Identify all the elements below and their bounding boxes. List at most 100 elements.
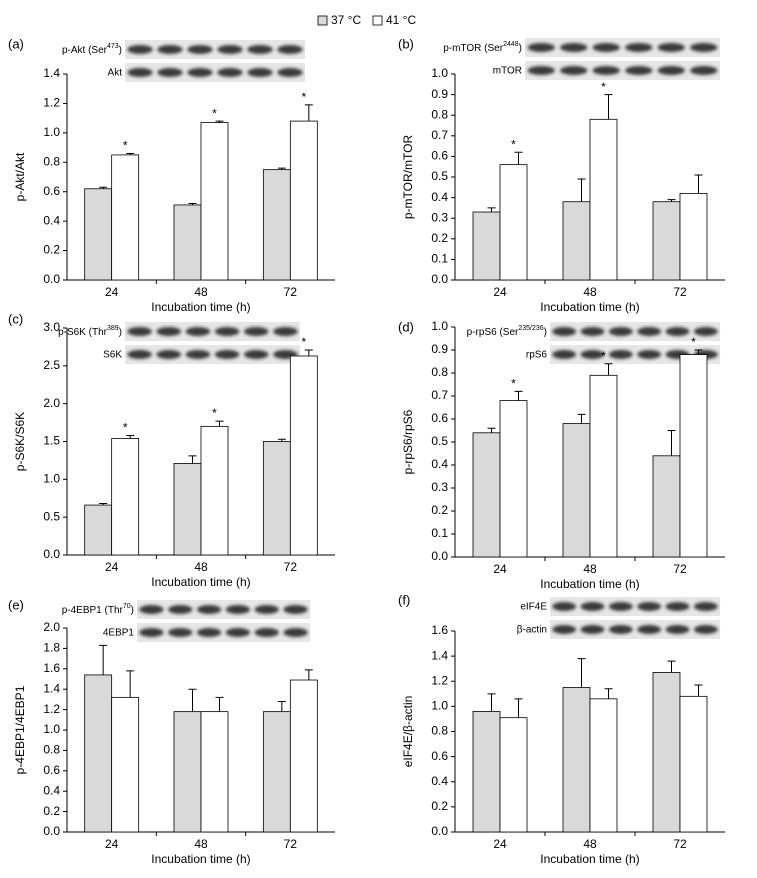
blot-strip	[525, 38, 720, 57]
blot-strip	[525, 61, 720, 80]
y-tick-label: 1.4	[43, 66, 60, 80]
bar	[589, 374, 618, 558]
blot-band	[214, 350, 240, 359]
bar	[84, 188, 113, 281]
bar	[589, 698, 618, 833]
x-tick-label: 48	[583, 837, 597, 851]
bar	[111, 696, 140, 833]
y-tick-label: 0.8	[431, 724, 448, 738]
blot-band	[637, 625, 662, 634]
blot-band	[592, 66, 620, 75]
blot-label-sup: 2448	[503, 41, 519, 48]
error-bar	[304, 349, 313, 356]
blot-band	[608, 602, 633, 611]
bar	[472, 432, 501, 558]
bar	[262, 169, 291, 281]
y-axis-title: p-S6K/S6K	[13, 412, 27, 471]
error-bar	[215, 120, 224, 123]
error-bar	[99, 644, 108, 675]
blot-label: mTOR	[493, 66, 522, 77]
error-bar	[514, 390, 523, 401]
blot-label-sup: 473	[107, 43, 119, 50]
blot-strip	[137, 623, 310, 642]
blot-band	[552, 327, 577, 336]
error-bar	[514, 698, 523, 718]
y-tick-label: 0.7	[431, 128, 448, 142]
y-tick-label: 0.5	[43, 509, 60, 523]
blot-band	[225, 605, 251, 614]
blot-band	[637, 327, 662, 336]
y-axis-title: eIF4E/β-actin	[401, 696, 415, 768]
error-bar	[277, 438, 286, 442]
significance-mark: *	[301, 335, 306, 349]
legend-swatch	[372, 15, 383, 26]
x-tick-label: 72	[673, 562, 687, 576]
blot-band	[665, 602, 690, 611]
error-bar	[126, 152, 135, 155]
bar	[499, 400, 528, 558]
blot-label-text: p-S6K (Thr	[58, 327, 108, 338]
panel-label: (d)	[398, 319, 414, 334]
bar	[111, 438, 140, 556]
panel-label: (e)	[8, 597, 24, 612]
blot-label: β-actin	[517, 625, 547, 636]
significance-mark: *	[123, 421, 128, 435]
blot-band	[625, 43, 653, 52]
y-tick-label: 0.2	[431, 231, 448, 245]
y-tick-label: 0.9	[431, 87, 448, 101]
blot-label-tail: )	[519, 43, 522, 54]
x-axis-title: Incubation time (h)	[540, 300, 639, 314]
y-tick-label: 1.0	[43, 472, 60, 486]
bar	[562, 201, 591, 281]
error-bar	[604, 688, 613, 699]
legend-label: 37 °C	[331, 13, 361, 27]
blot-band	[277, 68, 303, 77]
x-tick-label: 48	[194, 837, 208, 851]
error-bar	[604, 363, 613, 376]
blot-band	[693, 602, 718, 611]
error-bar	[277, 700, 286, 712]
bar	[472, 211, 501, 281]
blot-band	[552, 350, 577, 359]
blot-band	[693, 625, 718, 634]
y-tick-label: 0.8	[431, 365, 448, 379]
panel-label: (b)	[398, 36, 414, 51]
y-tick-label: 0.9	[431, 342, 448, 356]
y-tick-label: 0.1	[431, 526, 448, 540]
bar	[84, 674, 113, 833]
x-tick-label: 24	[493, 837, 507, 851]
blot-band	[254, 605, 279, 614]
blot-label-text: p-4EBP1 (Thr	[62, 605, 124, 616]
blot-band	[214, 327, 240, 336]
y-tick-label: 0.4	[43, 213, 60, 227]
y-tick-label: 0.8	[431, 107, 448, 121]
bar	[679, 193, 708, 281]
blot-label-sup: 235/236	[518, 325, 543, 332]
error-bar	[667, 660, 676, 673]
blot-band	[690, 66, 718, 75]
bar	[499, 164, 528, 281]
bar	[173, 204, 202, 281]
blot-band	[217, 45, 243, 54]
bar	[200, 122, 229, 281]
y-tick-label: 0.6	[431, 149, 448, 163]
y-tick-label: 0.1	[431, 252, 448, 266]
x-tick-label: 72	[284, 837, 298, 851]
blot-band	[156, 327, 181, 336]
blot-label: eIF4E	[520, 602, 547, 613]
y-tick-label: 1.8	[43, 641, 60, 655]
blot-label: p-4EBP1 (Thr70)	[62, 603, 134, 616]
error-bar	[304, 104, 313, 122]
blot-band	[157, 45, 183, 54]
y-tick-label: 0.0	[431, 549, 448, 563]
x-axis-title: Incubation time (h)	[151, 575, 250, 589]
legend-label: 41 °C	[386, 13, 416, 27]
significance-mark: *	[123, 139, 128, 153]
blot-band	[157, 68, 183, 77]
y-tick-label: 0.2	[43, 804, 60, 818]
y-tick-label: 0.0	[431, 272, 448, 286]
blot-band	[580, 350, 605, 359]
error-bar	[215, 696, 224, 712]
blot-band	[580, 602, 605, 611]
